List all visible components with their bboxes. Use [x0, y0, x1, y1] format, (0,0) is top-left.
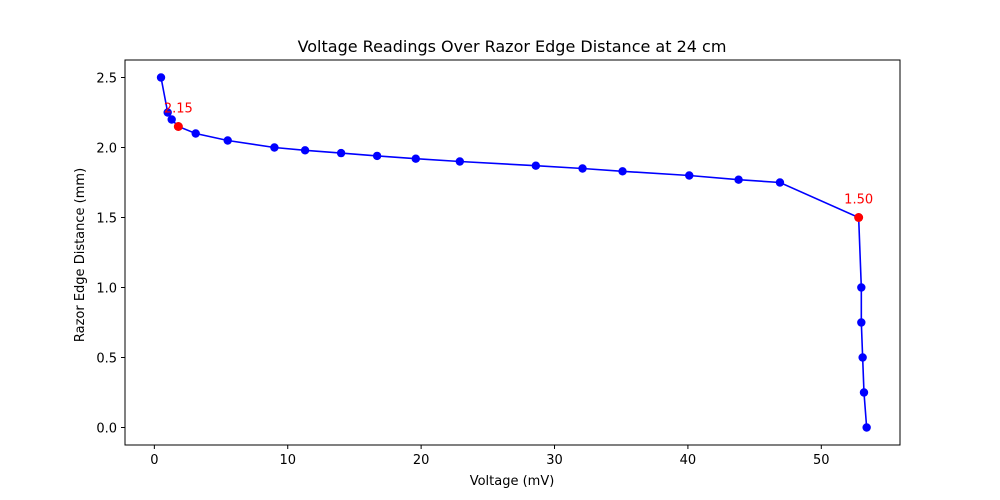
data-point [858, 353, 867, 362]
highlight-point [854, 213, 864, 222]
x-axis-label: Voltage (mV) [470, 474, 555, 489]
x-tick-label: 10 [279, 453, 296, 468]
data-point [862, 423, 871, 432]
x-tick-label: 20 [413, 453, 430, 468]
y-tick-label: 0.0 [96, 422, 117, 437]
data-point [734, 175, 743, 184]
y-axis: 0.0 0.5 1.0 1.5 2.0 2.5 [96, 72, 125, 437]
highlight-label: 2.15 [164, 102, 193, 117]
y-tick-label: 1.5 [96, 212, 117, 227]
data-point [156, 73, 166, 82]
data-point [336, 148, 346, 158]
series-line [160, 77, 868, 428]
data-point [455, 157, 465, 166]
x-tick-label: 30 [546, 453, 563, 468]
data-point [270, 143, 279, 152]
plot-area: 2.15 1.50 [124, 59, 901, 446]
data-point [372, 151, 382, 161]
data-point [300, 146, 310, 155]
y-tick-label: 2.5 [96, 72, 117, 87]
data-point [411, 154, 420, 163]
y-axis-label: Razor Edge Distance (mm) [73, 168, 88, 342]
data-point [857, 318, 866, 327]
x-tick-label: 50 [813, 453, 830, 468]
chart-title: Voltage Readings Over Razor Edge Distanc… [298, 37, 727, 56]
y-tick-label: 0.5 [96, 352, 117, 367]
highlight-point [173, 122, 183, 131]
data-point [857, 283, 866, 292]
y-tick-label: 1.0 [96, 282, 117, 297]
plot-frame [124, 59, 901, 446]
data-point [531, 161, 541, 170]
data-point [223, 136, 232, 145]
highlight-label: 1.50 [844, 193, 873, 208]
x-tick-label: 0 [150, 453, 158, 468]
y-tick-label: 2.0 [96, 142, 117, 157]
data-point [775, 178, 785, 187]
data-point [578, 164, 587, 173]
data-point [163, 108, 172, 117]
data-point [685, 171, 694, 180]
x-tick-label: 40 [680, 453, 697, 468]
data-point [167, 115, 176, 124]
data-point [859, 388, 869, 397]
data-point [618, 167, 627, 176]
x-axis: 0 10 20 30 40 50 [150, 445, 830, 468]
data-point [191, 129, 200, 138]
